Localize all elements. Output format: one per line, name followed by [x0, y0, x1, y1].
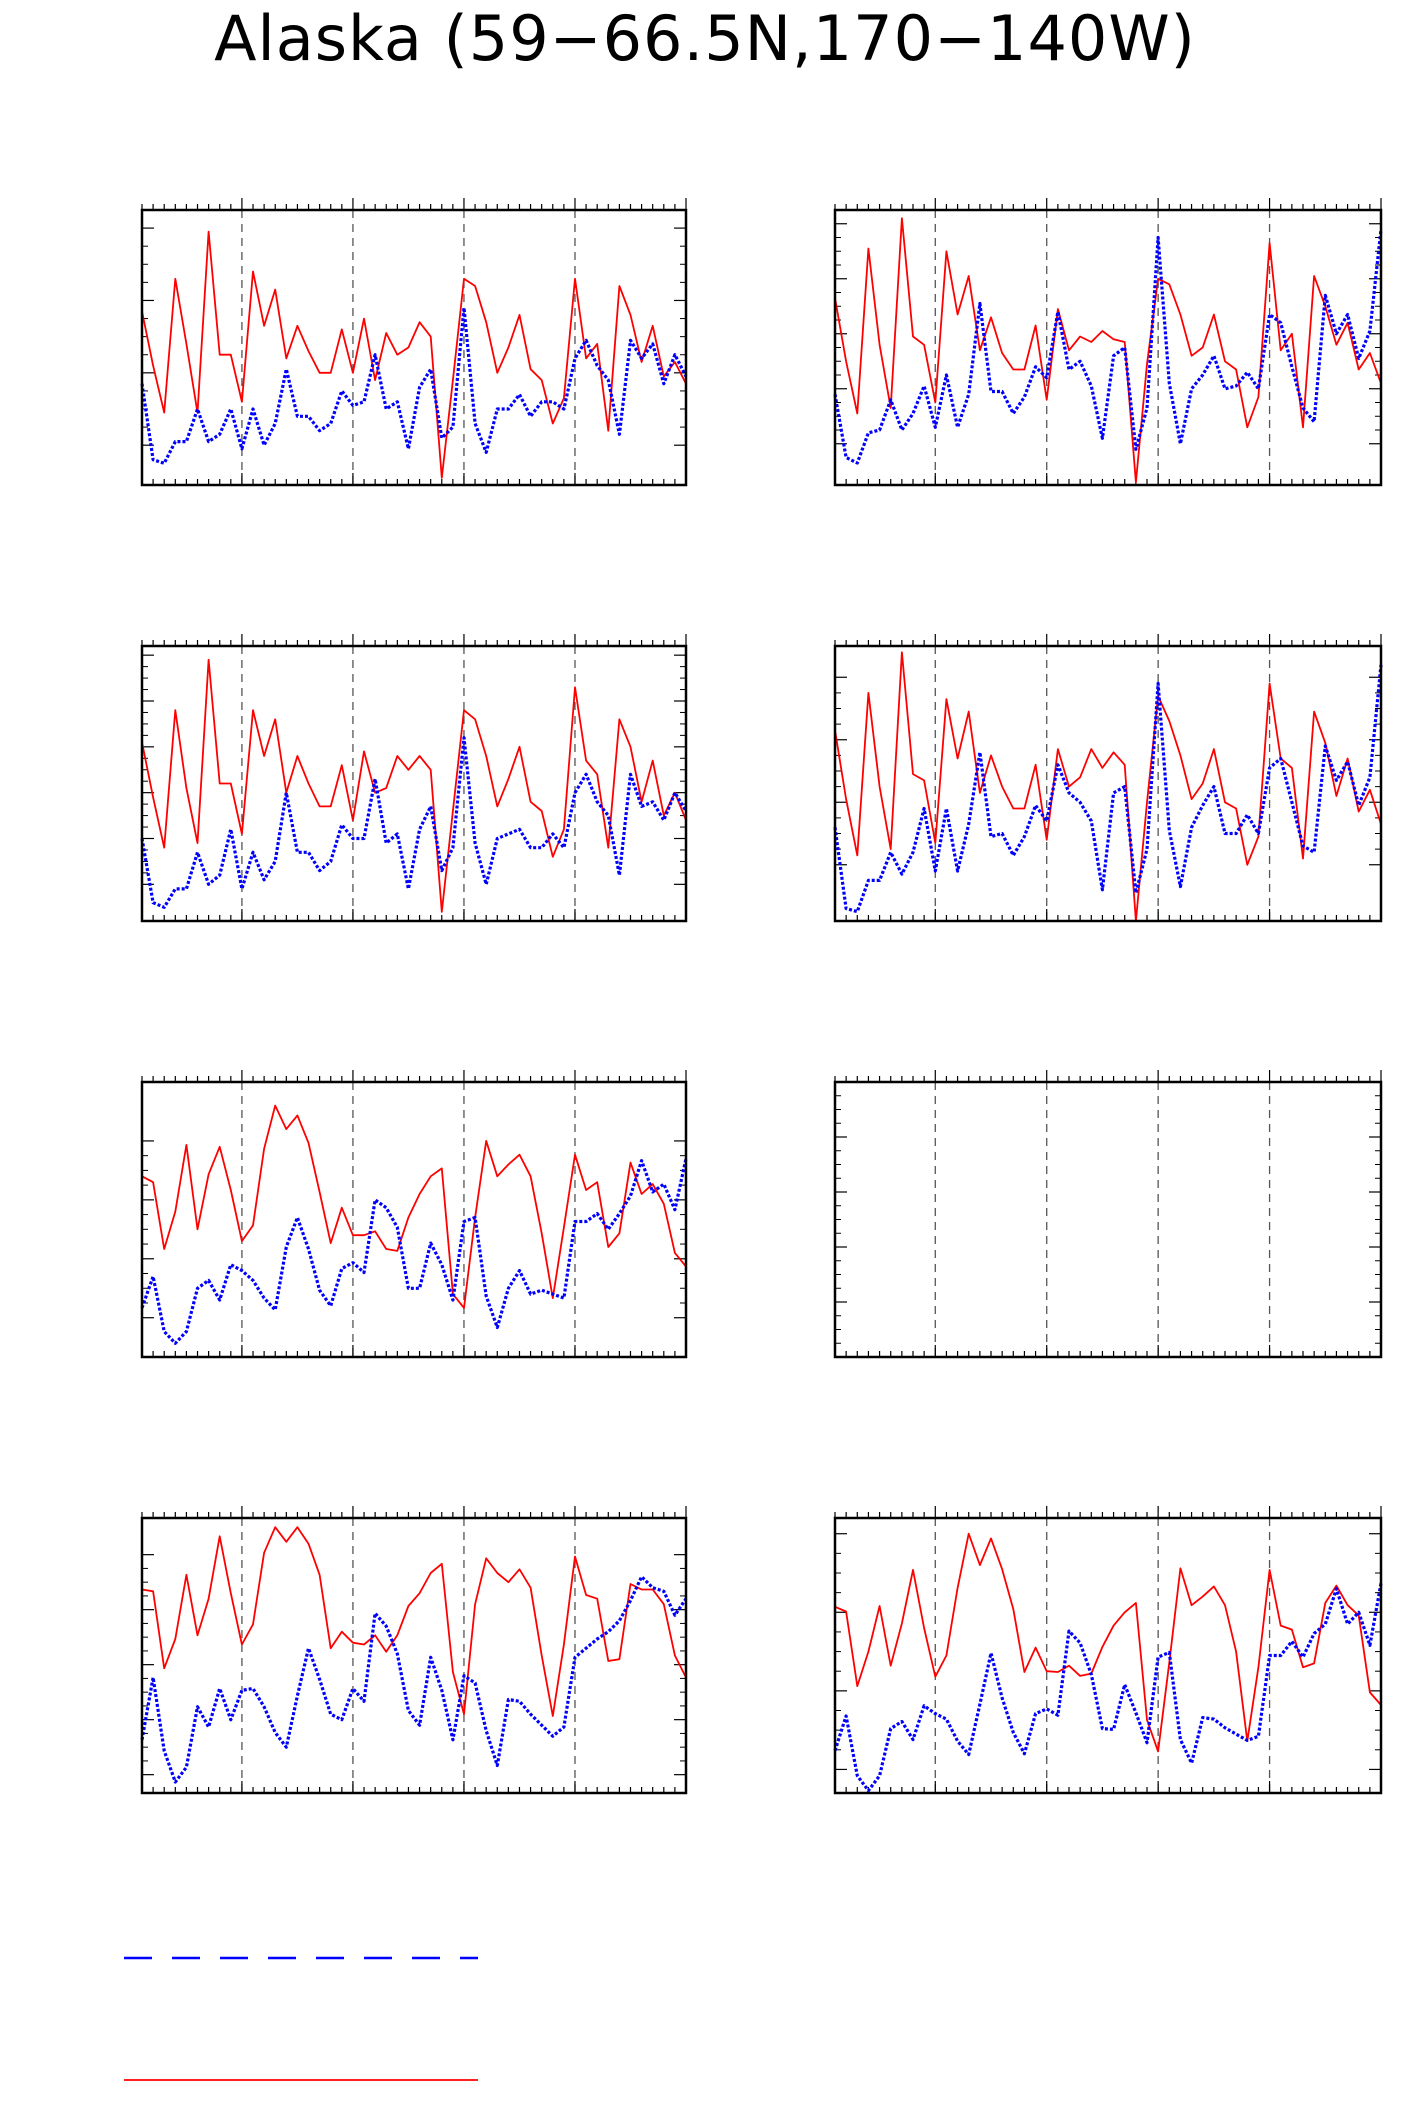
- series-line-yrs-101-150: [141, 658, 687, 913]
- series-line-yrs-1-50: [833, 229, 1383, 465]
- plot-frame: [140, 208, 688, 487]
- series-line-yrs-1-50: [140, 1575, 688, 1784]
- series-line-yrs-101-150: [141, 1104, 687, 1309]
- plot-frame: [140, 644, 688, 923]
- series-line-yrs-1-50: [140, 306, 688, 465]
- plot-frame: [833, 1080, 1383, 1359]
- figure-title: Alaska (59−66.5N,170−140W): [214, 2, 1196, 75]
- series-line-yrs-1-50: [833, 1582, 1383, 1793]
- series-line-yrs-101-150: [141, 1526, 687, 1717]
- series-line-yrs-101-150: [834, 217, 1382, 484]
- plot-frame: [140, 1080, 688, 1359]
- plot-frame: [140, 1516, 688, 1795]
- plot-frame: [833, 208, 1383, 487]
- plot-frame: [833, 644, 1383, 923]
- series-line-yrs-101-150: [834, 651, 1382, 922]
- series-line-yrs-101-150: [834, 1532, 1382, 1753]
- series-line-yrs-1-50: [140, 736, 688, 909]
- plot-frame: [833, 1516, 1383, 1795]
- series-line-yrs-101-150: [141, 230, 687, 479]
- series-line-yrs-1-50: [833, 664, 1383, 914]
- series-line-yrs-1-50: [140, 1158, 688, 1345]
